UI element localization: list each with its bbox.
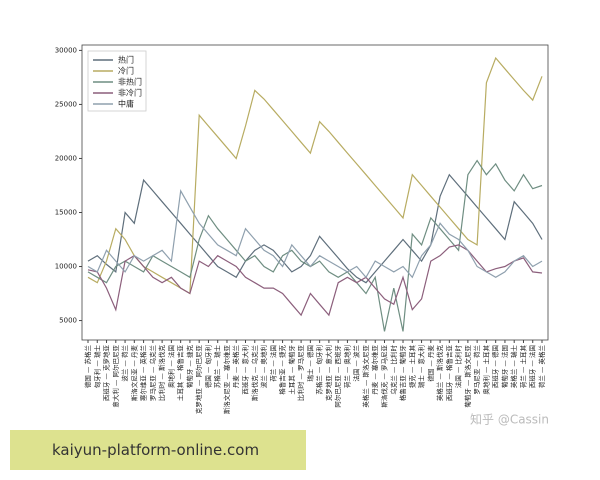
x-tick-label: 捷克 — 土耳其 <box>407 345 416 389</box>
x-tick-label: 法国 — 波兰 <box>352 345 361 382</box>
x-tick-label: 荷兰 — 土耳其 <box>518 345 527 389</box>
y-tick-label: 5000 <box>59 317 77 325</box>
x-tick-label: 罗马尼亚 — 乌克兰 <box>148 345 157 402</box>
x-tick-label: 西班牙 — 克罗地亚 <box>102 345 111 402</box>
x-tick-label: 英格兰 — 瑞士 <box>509 345 518 389</box>
series-line <box>87 244 543 317</box>
x-tick-label: 丹麦 — 英格兰 <box>231 345 240 389</box>
x-tick-label: 瑞士 — 德国 <box>305 345 314 382</box>
x-tick-label: 斯洛伐克 — 罗马尼亚 <box>379 345 388 408</box>
x-tick-label: 土耳其 — 格鲁吉亚 <box>176 345 185 402</box>
x-tick-label: 斯洛伐克 — 乌克兰 <box>250 345 259 402</box>
y-tick-label: 25000 <box>55 100 77 108</box>
x-tick-label: 德国 — 匈牙利 <box>203 345 212 388</box>
x-tick-label: 比利时 — 罗马尼亚 <box>296 345 305 402</box>
x-tick-label: 瑞士 — 意大利 <box>417 345 426 388</box>
x-tick-label: 土耳其 — 葡萄牙 <box>287 345 296 395</box>
x-tick-label: 斯洛文尼亚 — 丹麦 <box>129 345 138 402</box>
x-tick-label: 阿尔巴尼亚 — 西班牙 <box>333 345 342 408</box>
y-tick-label: 20000 <box>55 154 77 162</box>
x-tick-label: 格鲁吉亚 — 捷克 <box>278 345 287 395</box>
legend-label: 非热门 <box>118 77 142 87</box>
x-tick-label: 波兰 — 奥地利 <box>259 345 268 388</box>
plot-frame <box>81 44 549 341</box>
x-tick-label: 乌克兰 — 比利时 <box>389 345 398 395</box>
x-tick-label: 意大利 — 阿尔巴尼亚 <box>111 345 120 408</box>
x-tick-label: 西班牙 — 法国 <box>528 345 537 388</box>
watermark: 知乎 @Cassin <box>470 413 549 427</box>
x-tick-label: 匈牙利 — 瑞士 <box>92 345 101 389</box>
x-tick-label: 塞尔维亚 — 英格兰 <box>139 345 148 402</box>
chart: 5000 10000 15000 20000 25000 30000 德国 — 苏格兰 匈牙利… <box>55 44 549 427</box>
x-tick-label: 斯洛文尼亚 — 塞尔维亚 <box>222 345 231 415</box>
y-tick-label: 10000 <box>55 263 77 271</box>
y-tick-label: 30000 <box>55 46 77 54</box>
x-tick-label: 葡萄牙 — 斯洛文尼亚 <box>463 345 472 408</box>
url-banner[interactable]: kaiyun-platform-online.com <box>10 430 306 470</box>
legend-label: 热门 <box>118 55 134 65</box>
x-tick-label: 西班牙 — 德国 <box>491 345 500 388</box>
x-tick-label: 德国 — 苏格兰 <box>83 345 92 389</box>
x-tick-label: 荷兰 — 英格兰 <box>537 345 546 389</box>
legend-label: 冷门 <box>118 66 134 76</box>
series-line <box>87 56 543 295</box>
x-tick-label: 格鲁吉亚 — 葡萄牙 <box>398 345 407 402</box>
series-line <box>87 189 543 279</box>
x-tick-label: 西班牙 — 意大利 <box>241 345 250 395</box>
x-tick-label: 西班牙 — 格鲁吉亚 <box>444 345 453 402</box>
legend-label: 中庸 <box>118 99 134 109</box>
x-tick-label: 克罗地亚 — 阿尔巴尼亚 <box>194 345 203 415</box>
x-tick-label: 苏格兰 — 瑞士 <box>213 345 222 389</box>
x-tick-label: 奥地利 — 土耳其 <box>481 345 490 395</box>
x-tick-label: 丹麦 — 塞尔维亚 <box>370 345 379 395</box>
x-tick-label: 荷兰 — 法国 <box>268 345 277 382</box>
x-tick-label: 英格兰 — 斯洛伐克 <box>435 345 444 402</box>
x-tick-label: 法国 — 比利时 <box>454 345 463 389</box>
x-tick-label: 苏格兰 — 匈牙利 <box>315 345 324 395</box>
x-tick-label: 克罗地亚 — 意大利 <box>324 345 333 401</box>
series-line <box>87 173 543 284</box>
x-tick-label: 波兰 — 荷兰 <box>120 345 129 382</box>
x-tick-label: 英格兰 — 斯洛文尼亚 <box>361 345 370 408</box>
series-line <box>87 159 543 332</box>
x-tick-label: 奥地利 — 法国 <box>166 345 175 388</box>
legend-box <box>87 50 147 112</box>
legend-label: 非冷门 <box>118 88 142 98</box>
x-tick-label: 葡萄牙 — 法国 <box>500 345 509 388</box>
x-tick-label: 荷兰 — 奥地利 <box>342 345 351 388</box>
x-tick-label: 罗马尼亚 — 荷兰 <box>472 345 481 395</box>
x-tick-label: 德国 — 丹麦 <box>426 345 435 382</box>
x-tick-label: 比利时 — 斯洛伐克 <box>157 345 166 402</box>
y-tick-label: 15000 <box>55 208 77 216</box>
x-tick-label: 葡萄牙 — 捷克 <box>185 345 194 389</box>
